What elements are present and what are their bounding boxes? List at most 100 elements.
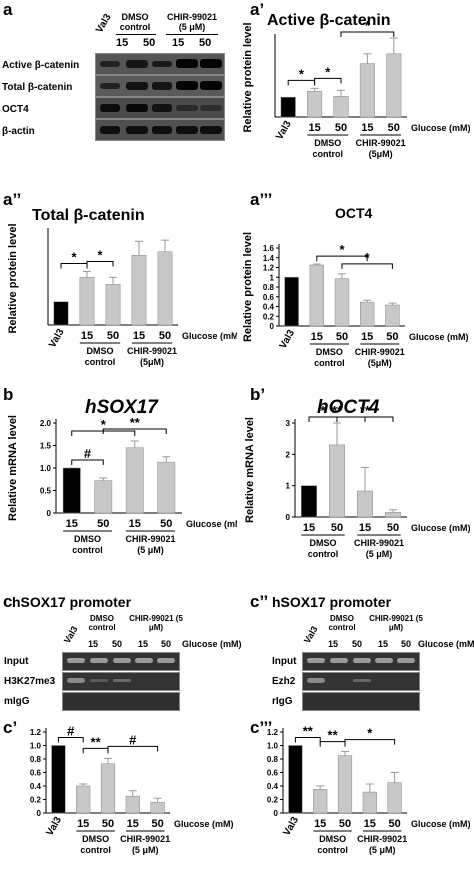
x-tick-label: 50 [151,818,163,830]
chip-right-chir: CHIR-99021 (5 μM) [369,614,423,632]
bar [105,284,121,326]
y-tick-label: 1.2 [30,728,42,737]
y-axis-label: Relative protein level [242,22,254,132]
x-tick-label: 15 [303,522,315,534]
x-tick-label: 15 [81,330,93,342]
x-axis-label: Glucose (mM) [411,123,471,133]
chip-left-15b: 15 [138,639,149,649]
x-tick-label: 50 [97,518,109,530]
x-tick-label: 50 [107,330,119,342]
chart-active-catenin: Active β-catenin Relative protein level Va… [242,12,471,159]
bar [387,782,402,814]
blot-lane-15b: 15 [172,37,185,49]
bar [53,301,69,326]
group-label: CHIR-99021 (5 μM) [357,834,407,855]
group-label: DMSO control [313,138,344,159]
significance-label: * [339,242,345,257]
x-tick-label: 15 [314,818,326,830]
bar [386,53,402,118]
x-tick-label: 15 [66,518,78,530]
bar [307,91,323,118]
x-tick-label: 15 [129,518,141,530]
x-tick-label: Val3 [278,328,298,351]
x-tick-label: 15 [311,331,323,343]
x-tick-label: 50 [102,818,114,830]
chip-left-50b: 50 [161,639,172,649]
y-tick-label: 0 [286,513,291,522]
x-tick-label: 50 [160,518,172,530]
blot-header-dmso: DMSO control [119,12,151,32]
significance-label: # [84,446,92,461]
y-tick-label: 0 [47,509,52,518]
significance-bracket [316,255,368,262]
significance-label: # [67,724,75,739]
panel-label-c: c [3,592,13,611]
y-axis-label: Relative protein level [242,232,254,342]
x-tick-label: 15 [308,122,320,134]
y-tick-label: 0.8 [263,283,275,292]
x-tick-label: 50 [336,331,348,343]
chip-left-50a: 50 [112,639,123,649]
bar [385,512,401,518]
x-tick-label: 50 [388,122,400,134]
y-tick-label: 1.0 [40,464,52,473]
bar [62,467,81,514]
chart-chip-ezh2: 0 0.2 0.4 0.6 0.8 1.0 1.2 Val3 15 50 15 50 Glucose (… [267,724,471,856]
x-axis-label: Glucose (mM) [409,332,469,342]
y-tick-label: 1.2 [263,264,275,273]
chip-left-gel-migg [62,692,180,711]
blot-header-val3: Val3 [94,12,114,36]
bar [100,763,116,814]
significance-bracket [314,77,342,84]
chart-title: Active β-catenin [267,12,391,29]
chip-left-val3: Val3 [62,624,80,645]
y-tick-label: 0.2 [30,796,42,805]
chip-right-dmso: DMSO control [328,614,356,632]
y-tick-label: 0.6 [30,769,42,778]
chart-title: OCT4 [335,205,373,221]
blot-row-label-active-catenin: Active β-catenin [2,60,80,71]
bar [76,785,91,814]
x-tick-label: Val3 [274,119,294,142]
y-axis-label: Relative protein level [7,223,19,333]
significance-label: * [299,66,305,81]
y-tick-label: 0 [37,809,42,818]
panel-label-c-double-prime: c’’ [250,592,269,611]
x-tick-label: 15 [364,818,376,830]
panel-label-a-prime: a’ [250,0,265,19]
chart-chip-h3k27me3: 0 0.2 0.4 0.6 0.8 1.0 1.2 Val3 15 50 15 50 Glucose (… [30,724,234,856]
bar [357,490,373,518]
significance-label: * [365,18,371,33]
significance-bracket [86,261,114,267]
significance-label: ** [328,728,339,743]
significance-label: ** [303,724,314,739]
chip-left-chir: CHIR-99021 (5 μM) [129,614,183,632]
y-tick-label: 1.2 [267,728,279,737]
chart-title: hOCT4 [317,397,380,418]
group-label: DMSO control [314,347,345,368]
chip-left-row-migg: mIgG [4,696,30,707]
x-axis-label: Glucose (mM) [186,519,237,529]
x-tick-label: Val3 [47,327,67,350]
bar [125,447,144,514]
y-tick-label: 0.8 [30,755,42,764]
blot-row-label-total-catenin: Total β-catenin [2,82,73,93]
y-tick-label: 0.6 [267,769,279,778]
x-tick-label: 15 [361,331,373,343]
bar [288,745,303,814]
chip-right-15b: 15 [378,639,389,649]
y-tick-label: 0.4 [30,782,42,791]
blot-header-chir: CHIR-99021 (5 μM) [166,12,218,32]
blot-strip-total-catenin [95,75,225,97]
group-label: DMSO control [85,346,116,367]
significance-bracket [71,459,104,465]
x-axis-label: Glucose (mM) [411,819,471,829]
significance-bracket [294,737,321,743]
y-tick-label: 0.2 [263,312,275,321]
bar [157,251,173,326]
x-tick-label: 50 [159,330,171,342]
y-tick-label: 0.8 [267,755,279,764]
chip-right-gel-rigg [302,692,420,711]
bar [301,485,317,518]
bar [150,801,165,814]
